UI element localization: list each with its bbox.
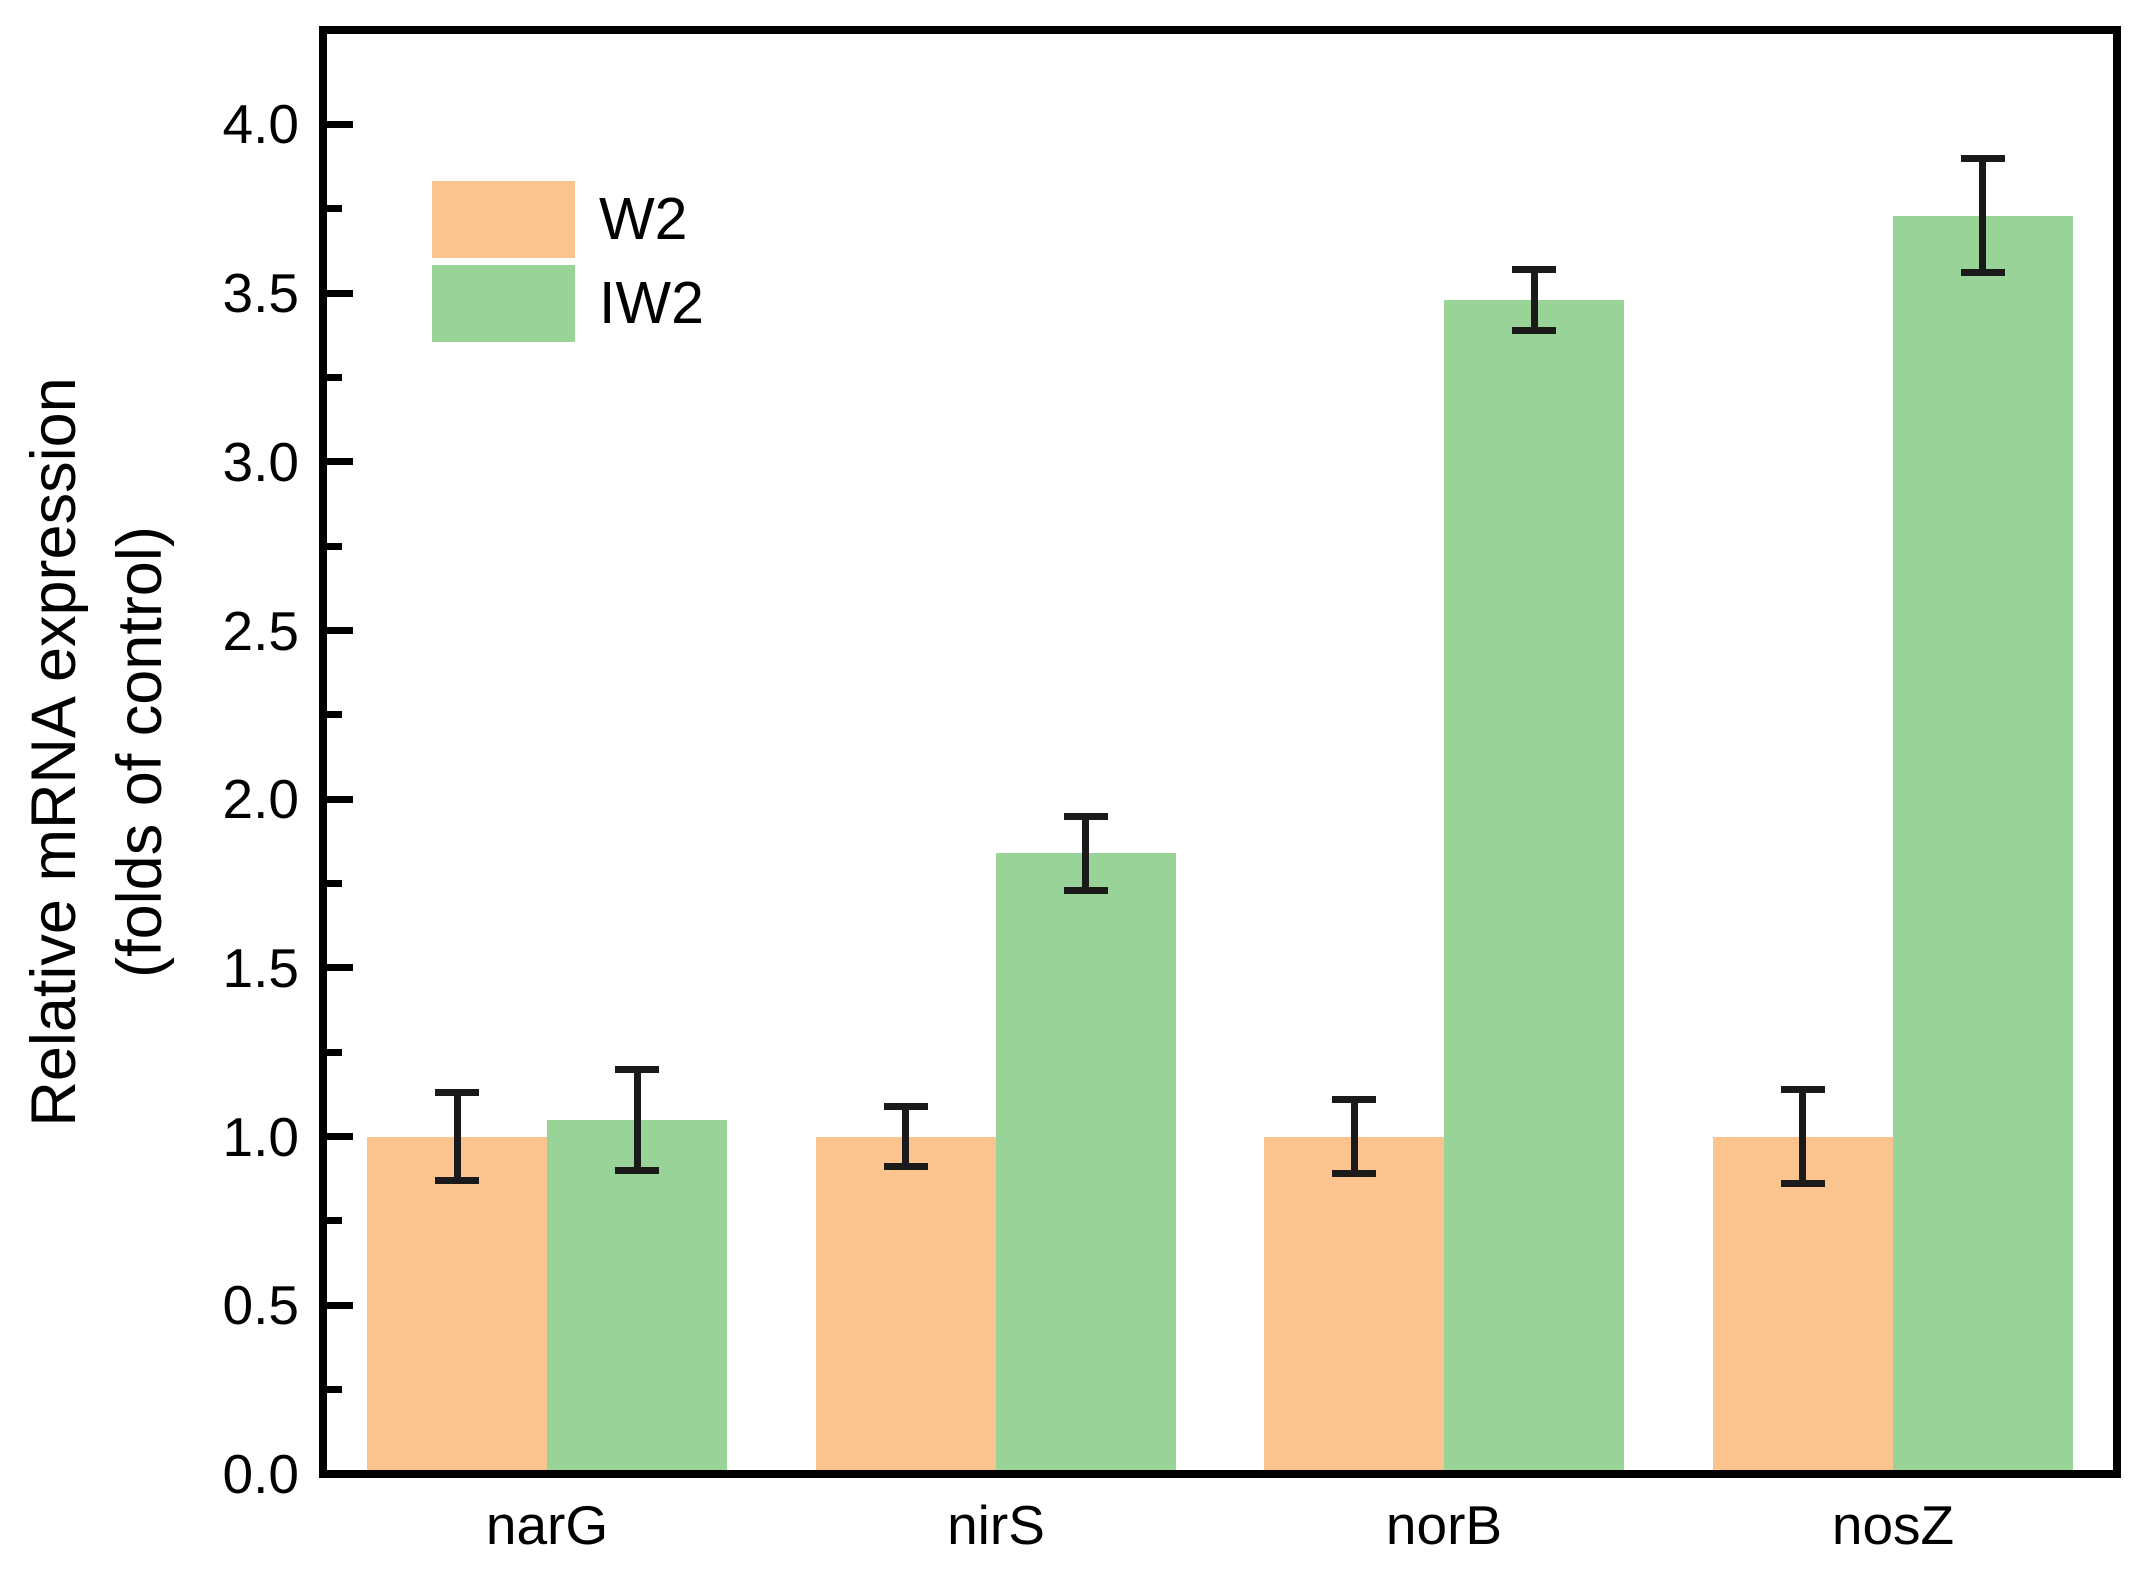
x-tick-label-norB: norB	[1385, 1494, 1503, 1556]
error-cap-bottom-IW2-narG	[615, 1167, 659, 1174]
y-minor-tick	[327, 205, 342, 212]
legend-label-W2: W2	[599, 186, 688, 252]
plot-area-frame	[319, 26, 2121, 1478]
error-bar-IW2-narG	[634, 1069, 641, 1170]
y-major-tick	[327, 627, 353, 634]
y-tick-label: 2.0	[222, 768, 299, 830]
bar-IW2-nosZ	[1893, 216, 2073, 1478]
error-bar-IW2-norB	[1531, 270, 1538, 331]
y-major-tick	[327, 1471, 353, 1478]
bar-IW2-narG	[547, 1120, 727, 1478]
legend-swatch-IW2	[432, 265, 575, 342]
y-tick-label: 4.0	[222, 93, 299, 155]
y-tick-label: 2.5	[222, 600, 299, 662]
bar-W2-norB	[1264, 1137, 1444, 1478]
y-minor-tick	[327, 711, 342, 718]
y-tick-label: 3.0	[222, 431, 299, 493]
y-minor-tick	[327, 1049, 342, 1056]
error-bar-W2-nosZ	[1799, 1089, 1806, 1183]
error-cap-top-IW2-nirS	[1064, 813, 1108, 820]
error-cap-top-W2-nosZ	[1781, 1086, 1825, 1093]
legend-item-IW2: IW2	[432, 265, 704, 342]
y-major-tick	[327, 458, 353, 465]
bar-IW2-norB	[1444, 300, 1624, 1478]
y-minor-tick	[327, 374, 342, 381]
error-cap-top-W2-narG	[435, 1089, 479, 1096]
error-bar-W2-nirS	[902, 1106, 909, 1167]
legend-label-IW2: IW2	[599, 270, 704, 336]
y-major-tick	[327, 290, 353, 297]
legend-item-W2: W2	[432, 181, 704, 258]
error-bar-IW2-nosZ	[1979, 158, 1986, 273]
y-major-tick	[327, 1302, 353, 1309]
bar-W2-narG	[367, 1137, 547, 1478]
bar-W2-nirS	[816, 1137, 996, 1478]
x-tick-label-narG: narG	[485, 1494, 609, 1556]
error-bar-W2-norB	[1351, 1100, 1358, 1174]
error-cap-top-IW2-narG	[615, 1066, 659, 1073]
y-tick-label: 1.0	[222, 1106, 299, 1168]
y-tick-label: 3.5	[222, 262, 299, 324]
error-cap-top-W2-norB	[1332, 1096, 1376, 1103]
error-cap-top-W2-nirS	[884, 1103, 928, 1110]
y-major-tick	[327, 796, 353, 803]
x-tick-label-nirS: nirS	[947, 1494, 1045, 1556]
error-cap-top-IW2-nosZ	[1961, 155, 2005, 162]
y-tick-label: 1.5	[222, 937, 299, 999]
y-tick-label: 0.0	[222, 1443, 299, 1505]
error-cap-bottom-IW2-norB	[1512, 327, 1556, 334]
error-cap-bottom-W2-nosZ	[1781, 1180, 1825, 1187]
error-cap-bottom-IW2-nirS	[1064, 887, 1108, 894]
error-cap-top-IW2-norB	[1512, 266, 1556, 273]
error-cap-bottom-IW2-nosZ	[1961, 269, 2005, 276]
error-cap-bottom-W2-narG	[435, 1177, 479, 1184]
y-major-tick	[327, 1133, 353, 1140]
error-bar-IW2-nirS	[1082, 816, 1089, 890]
y-tick-label: 0.5	[222, 1274, 299, 1336]
error-cap-bottom-W2-nirS	[884, 1163, 928, 1170]
y-major-tick	[327, 121, 353, 128]
legend-swatch-W2	[432, 181, 575, 258]
legend: W2 IW2	[432, 181, 704, 349]
y-major-tick	[327, 964, 353, 971]
error-bar-W2-narG	[454, 1093, 461, 1181]
error-cap-bottom-W2-norB	[1332, 1170, 1376, 1177]
y-minor-tick	[327, 1217, 342, 1224]
y-minor-tick	[327, 543, 342, 550]
bar-W2-nosZ	[1713, 1137, 1893, 1478]
x-tick-label-nosZ: nosZ	[1831, 1494, 1955, 1556]
y-minor-tick	[327, 1386, 342, 1393]
y-minor-tick	[327, 880, 342, 887]
bar-IW2-nirS	[996, 853, 1176, 1478]
